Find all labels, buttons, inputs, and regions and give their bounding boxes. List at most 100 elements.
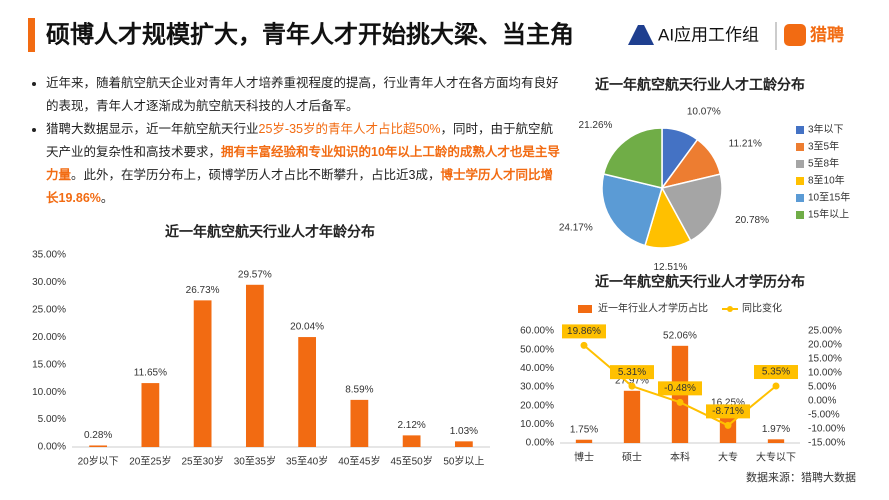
highlight: 拥有丰富经验和专业知识的10年以上工龄的成熟人才也是主导力量	[46, 145, 560, 182]
legend-swatch	[796, 160, 804, 168]
x-tick-label: 25至30岁	[182, 455, 224, 468]
bar	[767, 439, 785, 443]
x-tick-label: 硕士	[622, 451, 642, 464]
bullet-text: ，同时，由于航空航天产业的复杂性和高技术要求，	[46, 122, 554, 159]
value-label: 11.21%	[729, 138, 762, 149]
legend-label: 10至15年	[808, 191, 850, 204]
y-tick-label: 30.00%	[520, 382, 554, 393]
value-label-box	[562, 324, 606, 339]
bar	[245, 284, 264, 447]
y-tick-label: 10.00%	[32, 387, 66, 398]
y-tick-label: -5.00%	[808, 410, 840, 421]
y-tick-label: -15.00%	[808, 438, 845, 449]
y-tick-label: 15.00%	[32, 359, 66, 370]
source: 数据来源：猎聘大数据	[746, 470, 856, 484]
y-tick-label: 25.00%	[808, 326, 842, 337]
value-label-box	[754, 365, 798, 380]
bullet-text: 。此外，在学历分布上，硕博学历人才占比不断攀升，占比近3成，	[71, 168, 441, 182]
value-label: 26.73%	[186, 285, 220, 296]
bar	[193, 300, 212, 447]
bar	[89, 445, 108, 447]
value-label: 5.31%	[618, 367, 646, 378]
y-tick-label: 35.00%	[32, 250, 66, 261]
x-tick-label: 35至40岁	[286, 455, 328, 468]
y-tick-label: -10.00%	[808, 424, 845, 435]
value-label: 16.25%	[711, 397, 745, 408]
value-label: -8.71%	[712, 406, 744, 417]
value-label: -0.48%	[664, 383, 696, 394]
y-tick-label: 30.00%	[32, 277, 66, 288]
bullet: 猎聘大数据显示，近一年航空航天行业25岁-35岁的青年人才占比超50%，同时，由…	[46, 118, 560, 210]
title-accent	[28, 18, 35, 52]
line-point	[676, 398, 684, 406]
legend-label: 8至10年	[808, 174, 845, 187]
value-label: 21.26%	[579, 120, 613, 131]
logo-text: AI应用工作组	[658, 25, 759, 44]
bar	[298, 337, 317, 447]
y-tick-label: 0.00%	[526, 438, 554, 449]
value-label: 0.28%	[84, 430, 112, 441]
page-title: 硕博人才规模扩大，青年人才开始挑大梁、当主角	[46, 20, 574, 48]
x-tick-label: 大专	[718, 451, 738, 464]
y-tick-label: 20.00%	[808, 340, 842, 351]
value-label: 2.12%	[397, 420, 425, 431]
bullet-text: 猎聘大数据显示，近一年航空航天行业	[46, 122, 259, 136]
y-tick-label: 15.00%	[808, 354, 842, 365]
value-label: 11.65%	[134, 368, 167, 379]
value-label-box	[706, 404, 750, 419]
legend-swatch	[796, 211, 804, 219]
legend-label: 3年以下	[808, 123, 844, 136]
value-label: 20.78%	[735, 215, 769, 226]
value-label: 10.07%	[687, 107, 721, 118]
x-tick-label: 本科	[670, 451, 690, 464]
bar	[454, 441, 473, 447]
chart-title: 近一年航空航天行业人才工龄分布	[595, 77, 805, 93]
y-tick-label: 25.00%	[32, 304, 66, 315]
line-point	[628, 382, 636, 390]
value-label: 1.03%	[450, 426, 478, 437]
y-tick-label: 20.00%	[520, 400, 554, 411]
y-tick-label: 5.00%	[38, 414, 66, 425]
pie-slice	[660, 173, 723, 242]
legend-swatch	[796, 143, 804, 151]
value-label: 20.04%	[290, 322, 324, 333]
value-label: 27.97%	[615, 375, 649, 386]
x-tick-label: 20至25岁	[129, 455, 171, 468]
legend-label: 同比变化	[742, 302, 782, 315]
value-label: 8.59%	[345, 385, 373, 396]
y-tick-label: 5.00%	[808, 382, 836, 393]
y-tick-label: 10.00%	[520, 419, 554, 430]
bar	[575, 439, 593, 443]
bar	[350, 399, 369, 447]
legend-label: 5至8年	[808, 157, 839, 170]
y-tick-label: 40.00%	[520, 363, 554, 374]
bullet-text: 近年来，随着航空航天企业对青年人才培养重视程度的提高，行业青年人才在各方面均有良…	[46, 76, 559, 113]
x-tick-label: 50岁以上	[443, 455, 484, 468]
y-tick-label: 0.00%	[38, 442, 66, 453]
chart-title: 近一年航空航天行业人才学历分布	[595, 274, 805, 290]
value-label-box	[658, 381, 702, 396]
legend-swatch	[796, 177, 804, 185]
bar	[402, 435, 421, 447]
value-label: 12.51%	[653, 262, 687, 273]
value-label: 19.86%	[567, 326, 601, 337]
bullets: 近年来，随着航空航天企业对青年人才培养重视程度的提高，行业青年人才在各方面均有良…	[28, 72, 560, 210]
bullet: 近年来，随着航空航天企业对青年人才培养重视程度的提高，行业青年人才在各方面均有良…	[46, 72, 560, 118]
x-tick-label: 45至50岁	[391, 455, 433, 468]
value-label: 1.97%	[762, 424, 790, 435]
bar	[623, 390, 641, 443]
line-point	[772, 382, 780, 390]
legend-label: 近一年行业人才学历占比	[598, 302, 708, 315]
x-tick-label: 博士	[574, 451, 594, 464]
legend-swatch	[727, 306, 733, 312]
line-point	[580, 341, 588, 349]
y-tick-label: 20.00%	[32, 332, 66, 343]
y-tick-label: 10.00%	[808, 368, 842, 379]
bullet-text: 。	[100, 191, 114, 205]
chart-title: 近一年航空航天行业人才年龄分布	[165, 224, 375, 240]
value-label: 29.57%	[238, 269, 272, 280]
value-label: 5.35%	[762, 367, 790, 378]
y-tick-label: 50.00%	[520, 344, 554, 355]
y-tick-label: 60.00%	[520, 326, 554, 337]
